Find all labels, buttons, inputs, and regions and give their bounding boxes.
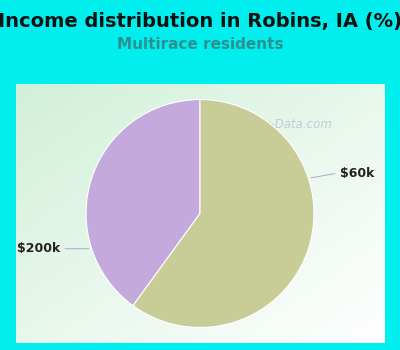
Text: Income distribution in Robins, IA (%): Income distribution in Robins, IA (%) <box>0 12 400 31</box>
Text: $200k: $200k <box>17 242 60 255</box>
Wedge shape <box>133 99 314 328</box>
Text: ⓘ City-Data.com: ⓘ City-Data.com <box>237 118 332 131</box>
Text: Multirace residents: Multirace residents <box>117 37 283 52</box>
Text: $60k: $60k <box>340 167 374 180</box>
Wedge shape <box>86 99 200 306</box>
